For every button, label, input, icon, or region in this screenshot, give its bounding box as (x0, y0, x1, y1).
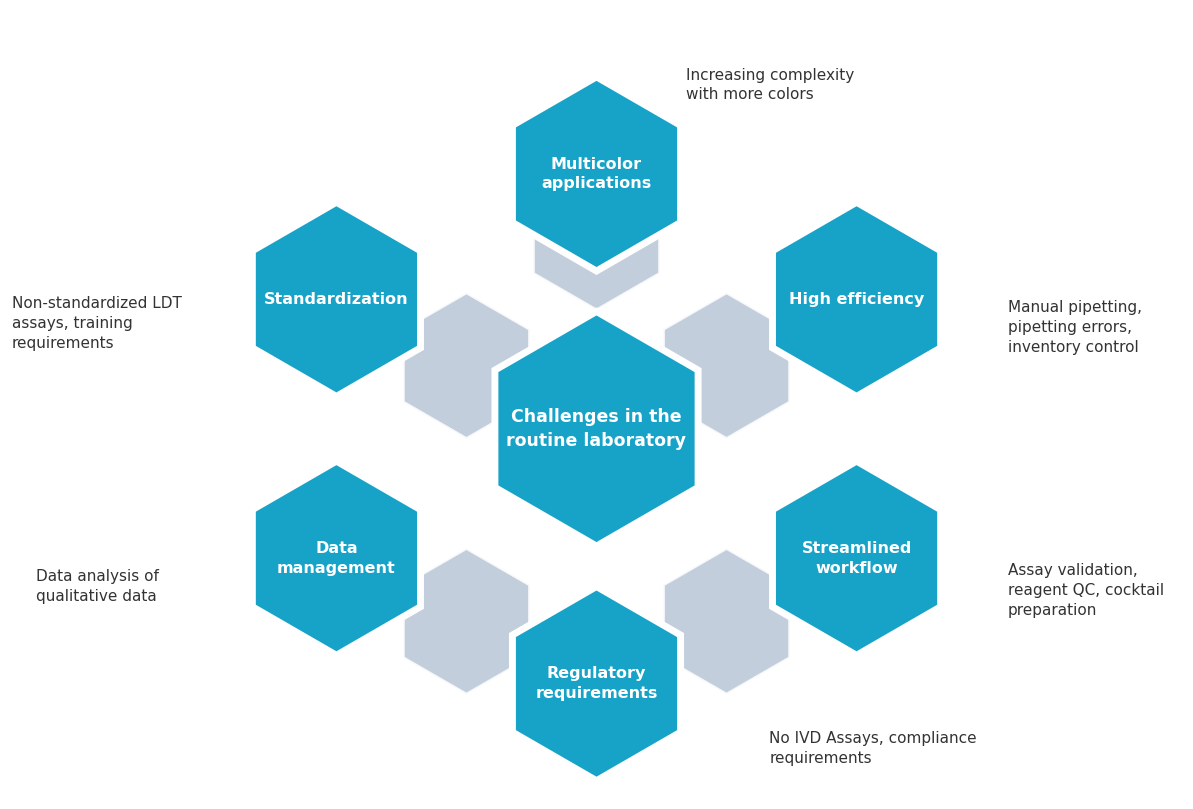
Polygon shape (773, 202, 940, 396)
Text: Data analysis of
qualitative data: Data analysis of qualitative data (36, 569, 159, 604)
Polygon shape (663, 293, 790, 438)
Text: Manual pipetting,
pipetting errors,
inventory control: Manual pipetting, pipetting errors, inve… (1008, 300, 1142, 355)
Polygon shape (403, 293, 530, 438)
Text: No IVD Assays, compliance
requirements: No IVD Assays, compliance requirements (769, 731, 977, 766)
Polygon shape (513, 77, 680, 271)
Text: Data
management: Data management (277, 540, 396, 576)
Polygon shape (773, 461, 940, 655)
Polygon shape (403, 549, 530, 694)
Polygon shape (495, 311, 698, 546)
Text: Streamlined
workflow: Streamlined workflow (802, 540, 911, 576)
Text: Increasing complexity
with more colors: Increasing complexity with more colors (686, 67, 854, 103)
Text: Challenges in the
routine laboratory: Challenges in the routine laboratory (507, 408, 686, 450)
Text: Standardization: Standardization (264, 292, 409, 307)
Text: Assay validation,
reagent QC, cocktail
preparation: Assay validation, reagent QC, cocktail p… (1008, 563, 1164, 618)
Polygon shape (253, 202, 420, 396)
Polygon shape (663, 549, 790, 694)
Text: Regulatory
requirements: Regulatory requirements (536, 666, 657, 701)
Polygon shape (253, 461, 420, 655)
Text: Non-standardized LDT
assays, training
requirements: Non-standardized LDT assays, training re… (12, 296, 181, 351)
Text: High efficiency: High efficiency (789, 292, 925, 307)
Text: Multicolor
applications: Multicolor applications (542, 156, 651, 192)
Polygon shape (513, 587, 680, 781)
Polygon shape (533, 164, 660, 310)
